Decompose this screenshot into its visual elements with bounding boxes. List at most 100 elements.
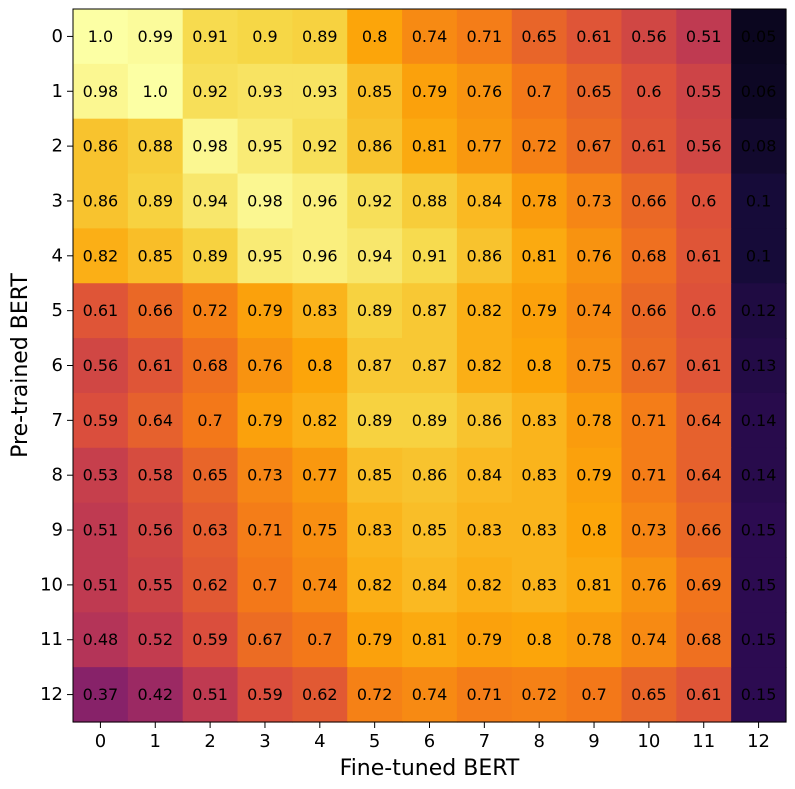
- cell-value-label: 0.81: [576, 575, 612, 594]
- cell-value-label: 0.82: [467, 301, 503, 320]
- x-axis-title: Fine-tuned BERT: [340, 756, 520, 781]
- cell-value-label: 0.14: [741, 466, 777, 485]
- heatmap-cell: [621, 392, 677, 449]
- heatmap-cell: [347, 283, 403, 339]
- cell-value-label: 0.79: [412, 82, 448, 101]
- cell-value-label: 0.6: [691, 191, 716, 210]
- heatmap-cell: [73, 118, 129, 175]
- cell-value-label: 0.13: [741, 356, 777, 375]
- cell-value-label: 1.0: [143, 82, 168, 101]
- heatmap-cell: [73, 228, 129, 284]
- cell-value-label: 0.91: [192, 27, 228, 46]
- heatmap-cell: [676, 338, 732, 394]
- heatmap-cell: [731, 9, 787, 65]
- heatmap-cell: [237, 9, 293, 65]
- cell-value-label: 0.89: [412, 411, 448, 430]
- cell-value-label: 0.82: [467, 575, 503, 594]
- cell-value-label: 0.7: [252, 575, 277, 594]
- heatmap-cell: [292, 502, 348, 559]
- heatmap-cell: [292, 447, 348, 504]
- cell-value-label: 0.79: [576, 466, 612, 485]
- heatmap-cell: [566, 338, 623, 394]
- heatmap-cell: [456, 392, 513, 449]
- x-tick-label: 5: [369, 731, 380, 752]
- cell-value-label: 0.79: [247, 411, 283, 430]
- heatmap-cell: [402, 228, 458, 284]
- heatmap-cell: [347, 173, 403, 229]
- heatmap-cell: [73, 392, 129, 449]
- heatmap-cell: [347, 63, 403, 120]
- cell-value-label: 0.71: [247, 521, 283, 540]
- heatmap-cell: [402, 338, 458, 394]
- cell-value-label: 0.53: [83, 466, 119, 485]
- cell-value-label: 0.51: [686, 27, 722, 46]
- heatmap-cell: [347, 338, 403, 394]
- cell-value-label: 0.66: [137, 301, 173, 320]
- heatmap-cell: [127, 9, 184, 65]
- cell-value-label: 0.61: [83, 301, 119, 320]
- cell-value-label: 0.98: [247, 191, 283, 210]
- heatmap-cell: [731, 228, 787, 284]
- heatmap-cell: [566, 9, 623, 65]
- cell-value-label: 0.83: [357, 521, 393, 540]
- cell-value-label: 0.14: [741, 411, 777, 430]
- heatmap-cell: [621, 228, 677, 284]
- cell-value-label: 0.86: [357, 137, 393, 156]
- cell-value-label: 0.67: [247, 630, 283, 649]
- heatmap-cell: [292, 118, 348, 175]
- cell-value-label: 0.59: [192, 630, 228, 649]
- heatmap-cell: [347, 9, 403, 65]
- x-tick-label: 7: [479, 731, 490, 752]
- cell-value-label: 0.84: [412, 575, 448, 594]
- cell-value-label: 0.61: [686, 246, 722, 265]
- heatmap-cell: [566, 118, 623, 175]
- heatmap-cell: [621, 118, 677, 175]
- cell-value-label: 0.15: [741, 575, 777, 594]
- cell-value-label: 0.66: [631, 191, 667, 210]
- heatmap-cell: [456, 338, 513, 394]
- cell-value-label: 0.99: [137, 27, 173, 46]
- cell-value-label: 0.81: [412, 137, 448, 156]
- cell-value-label: 0.95: [247, 246, 283, 265]
- cell-value-label: 0.74: [631, 630, 667, 649]
- cell-value-label: 0.55: [686, 82, 722, 101]
- x-axis-ticks: 0 1 2 3 4 5 6 7 8 9 10 11 12: [95, 722, 770, 752]
- cell-value-label: 0.71: [467, 27, 503, 46]
- cell-value-label: 0.82: [83, 246, 119, 265]
- cell-value-label: 0.89: [192, 246, 228, 265]
- heatmap-cell: [456, 173, 513, 229]
- cell-value-label: 0.61: [137, 356, 173, 375]
- heatmap-cell: [73, 667, 129, 723]
- heatmap-cell: [347, 118, 403, 175]
- cell-value-label: 0.75: [302, 521, 338, 540]
- cell-value-label: 0.15: [741, 685, 777, 704]
- cell-value-label: 0.82: [357, 575, 393, 594]
- heatmap-cell: [511, 283, 568, 339]
- y-tick-label: 8: [52, 465, 63, 486]
- cell-value-label: 0.69: [686, 575, 722, 594]
- heatmap-cell: [456, 63, 513, 120]
- y-tick-label: 11: [40, 629, 63, 650]
- heatmap-cell: [347, 667, 403, 723]
- heatmap-cell: [237, 63, 293, 120]
- heatmap-cell: [73, 557, 129, 613]
- cell-value-label: 0.73: [631, 521, 667, 540]
- heatmap-cell: [676, 63, 732, 120]
- heatmap-cell: [566, 502, 623, 559]
- heatmap-cell: [402, 118, 458, 175]
- cell-value-label: 0.76: [576, 246, 612, 265]
- heatmap-cell: [402, 502, 458, 559]
- heatmap-cell: [676, 9, 732, 65]
- heatmap-cell: [566, 283, 623, 339]
- cell-value-label: 0.75: [576, 356, 612, 375]
- heatmap-cell: [292, 557, 348, 613]
- heatmap-cell: [292, 283, 348, 339]
- heatmap-cell: [292, 63, 348, 120]
- heatmap-cell: [731, 502, 787, 559]
- heatmap-cell: [621, 612, 677, 668]
- x-tick-label: 10: [637, 731, 660, 752]
- y-tick-label: 7: [52, 410, 63, 431]
- heatmap-cell: [566, 228, 623, 284]
- cell-value-label: 0.83: [521, 521, 557, 540]
- heatmap-cell: [182, 9, 239, 65]
